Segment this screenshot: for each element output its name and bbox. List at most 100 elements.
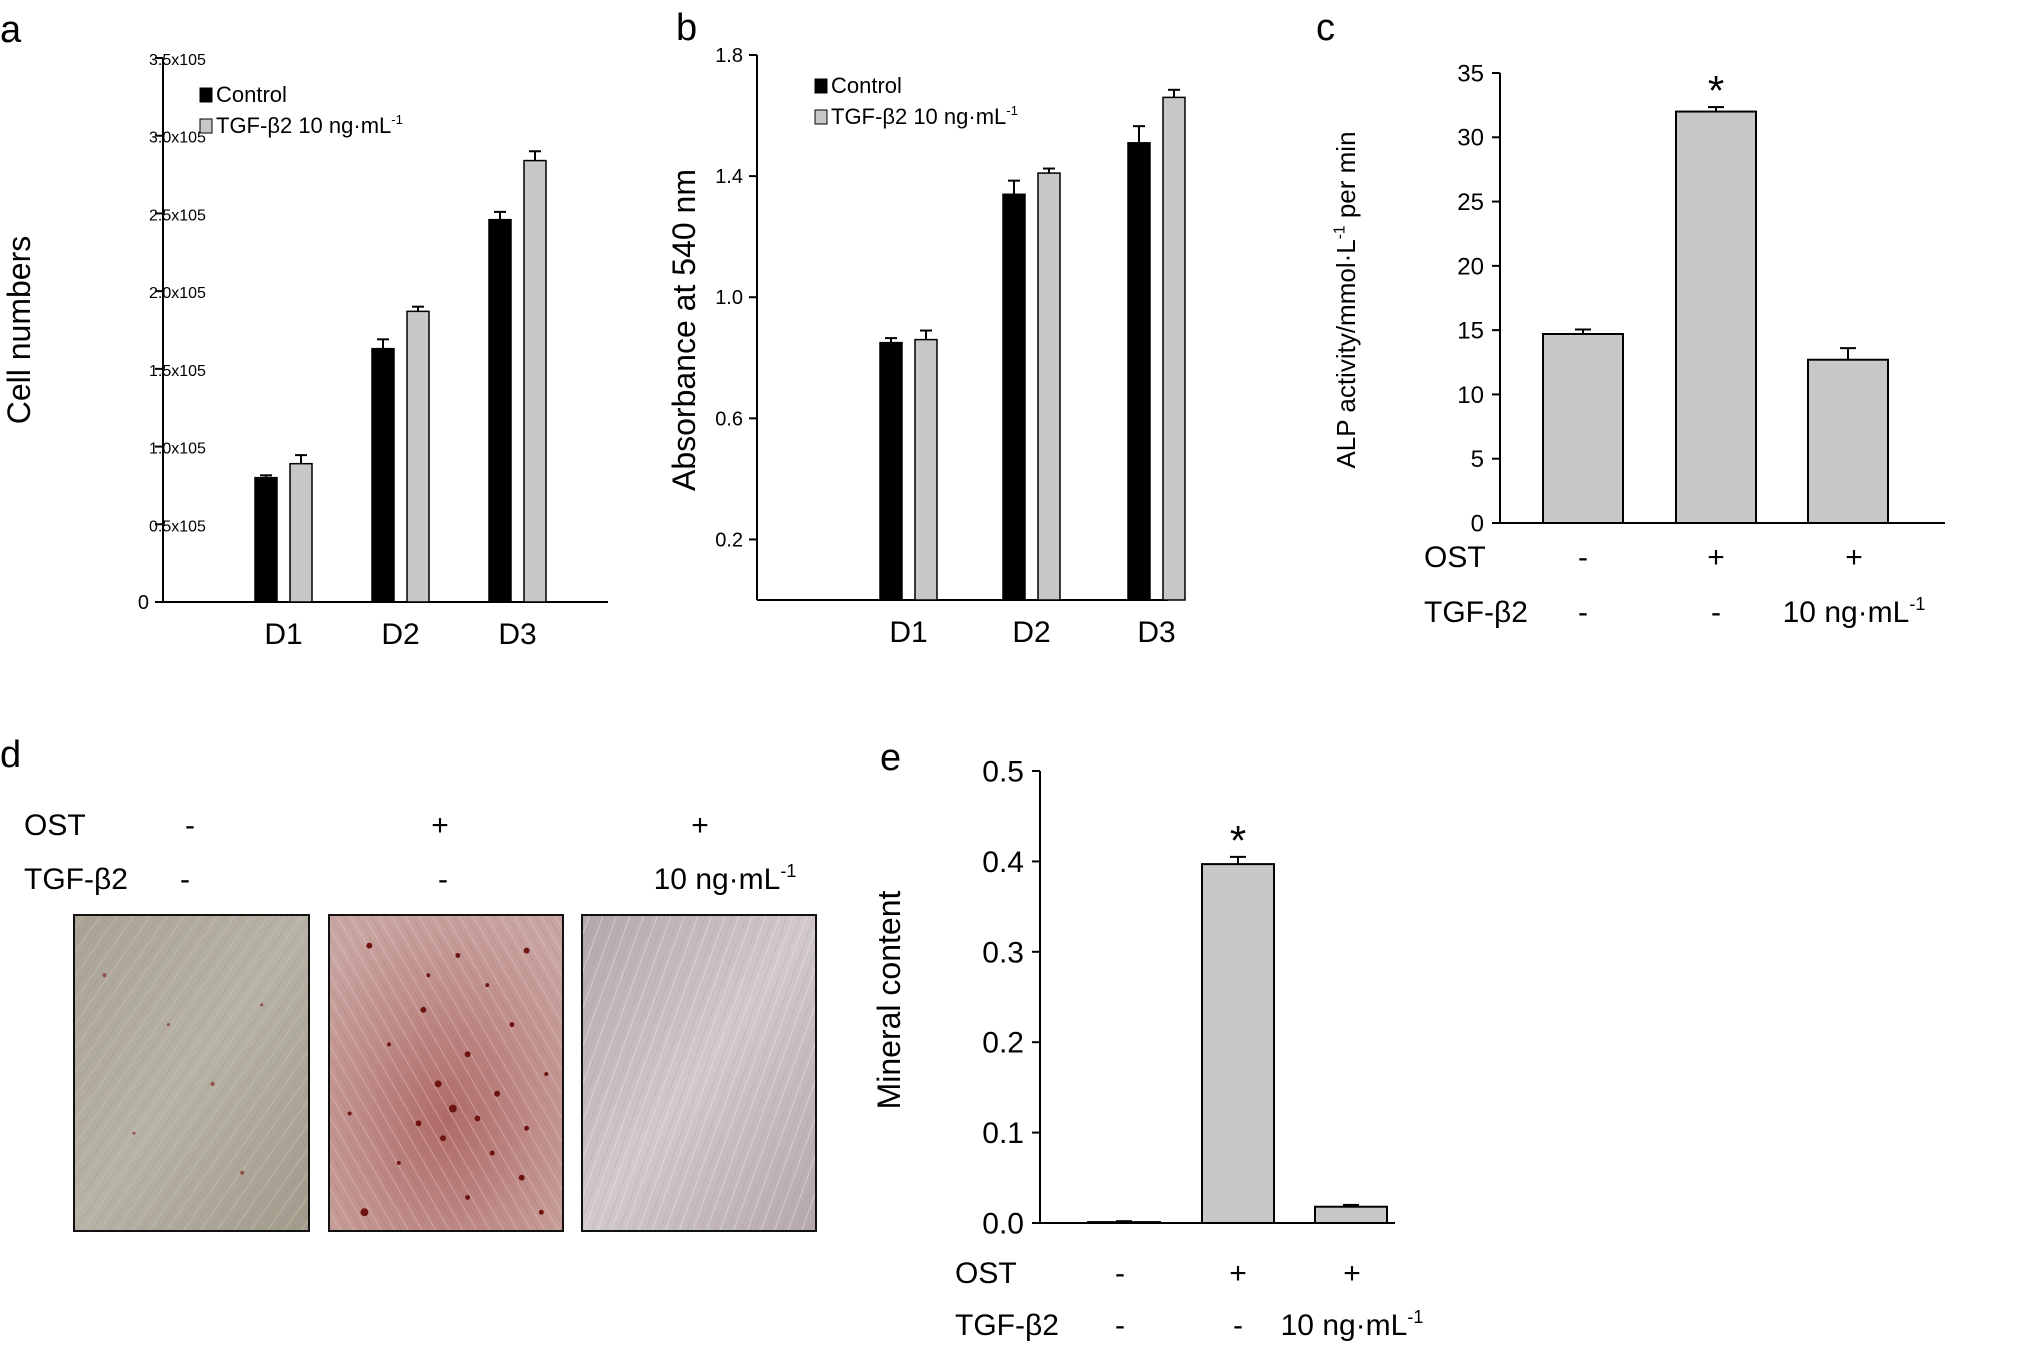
micrograph-control (73, 914, 310, 1232)
panel-a-ytick-label-0: 0 (138, 592, 149, 614)
panel-c-ytick-label-4: 20 (1457, 253, 1484, 280)
panel-b-legend-label-tgf-sup: -1 (1006, 103, 1018, 118)
panel-e-bar-1 (1087, 1221, 1161, 1224)
end-sup: 5 (197, 285, 206, 302)
panel-d-tgf-value-1: - (180, 863, 190, 896)
end-base: 0.5x10 (149, 518, 197, 535)
panel-a-legend-swatch-tgf (199, 118, 213, 134)
panel-b-xtick-label-d2: D2 (1012, 616, 1050, 649)
panel-c-bar-3 (1807, 358, 1889, 525)
panel-a-xtick-label-d1: D1 (264, 618, 302, 651)
panel-d-ost-value-1: - (185, 809, 195, 842)
end-sup: 5 (197, 130, 206, 147)
panel-e-ytick-label-3: 0.3 (982, 936, 1024, 969)
panel-b-ytick-label-0: 0.2 (715, 529, 743, 551)
panel-e-tgf-value-3-base: 10 ng·mL (1281, 1309, 1408, 1342)
panel-b-ylabel: Absorbance at 540 nm (666, 169, 702, 491)
panel-label-d: d (0, 734, 21, 776)
panel-e-ytick-label-0: 0.0 (982, 1208, 1024, 1241)
panel-c-ylabel-sup: -1 (1332, 225, 1349, 239)
panel-b-bar-tgf2-d2 (1037, 172, 1061, 601)
panel-e-ost-value-3: + (1343, 1257, 1361, 1290)
panel-b-ytick-label-1: 0.6 (715, 408, 743, 430)
panel-b-bar-control-d3 (1127, 142, 1151, 601)
panel-c-tgf-value-3: 10 ng·mL-1 (1783, 594, 1926, 629)
panel-b-bar-control-d1 (879, 341, 903, 601)
panel-b-legend-label-tgf-base: TGF-β2 10 ng·mL (831, 104, 1006, 129)
panel-a-legend-swatch-control (199, 87, 213, 103)
panel-b-legend-label-control: Control (831, 73, 902, 98)
panel-c-ytick-label-3: 15 (1457, 318, 1484, 345)
panel-label-b: b (676, 7, 697, 49)
micrograph-ost (328, 914, 564, 1232)
panel-b-xtick-label-d3: D3 (1137, 616, 1175, 649)
end: 3.5x105 (149, 52, 206, 69)
panel-c-tgf-value-2: - (1711, 596, 1721, 629)
panel-c-ylabel: ALP activity/mmol·L-1 per min (1331, 131, 1361, 468)
panel-a-ylabel: Cell numbers (1, 236, 37, 425)
panel-e-ost-value-2: + (1229, 1257, 1247, 1290)
panel-b-bar-tgf2-d3 (1162, 96, 1186, 601)
panel-c-ytick-label-0: 0 (1471, 510, 1484, 537)
panel-e-tgf-value-3-sup: -1 (1407, 1307, 1423, 1327)
panel-label-a: a (0, 9, 22, 51)
panel-a-xtick-label-d2: D2 (381, 618, 419, 651)
panel-c-ost-value-1: - (1578, 541, 1588, 574)
panel-e-bar-3 (1314, 1205, 1388, 1225)
micrograph-ost-tgf (581, 914, 817, 1232)
end-base: 1.5x10 (149, 363, 197, 380)
panel-a-bar-tgf2-d3 (523, 159, 547, 603)
panel-d-tgf-label: TGF-β2 (24, 863, 128, 896)
panel-a-legend-label-tgf-base: TGF-β2 10 ng·mL (216, 113, 391, 138)
panel-a-bar-tgf2-d1 (289, 462, 313, 603)
panel-e-ytick-label-5: 0.5 (982, 756, 1024, 789)
panel-a-legend-label-tgf-sup: -1 (391, 112, 403, 127)
panel-e-bar-2 (1201, 863, 1275, 1224)
end-sup: 5 (197, 518, 206, 535)
panel-a-bar-control-d1 (254, 476, 278, 603)
end-base: 1.0x10 (149, 441, 197, 458)
panel-a-bar-control-d3 (488, 218, 512, 603)
panel-d-tgf-value-3: 10 ng·mL-1 (654, 861, 797, 896)
end-base: 3.0x10 (149, 130, 197, 147)
end: 0.5x105 (149, 518, 206, 535)
panel-b-ytick-label-4: 1.8 (715, 45, 743, 67)
end: 3.0x105 (149, 130, 206, 147)
panel-b-ytick-label-3: 1.4 (715, 166, 743, 188)
panel-b-xtick-label-d1: D1 (889, 616, 927, 649)
end: 2.5x105 (149, 207, 206, 224)
end-sup: 5 (197, 52, 206, 69)
panel-e-ytick-label-1: 0.1 (982, 1117, 1024, 1150)
panel-b-bar-control-d2 (1002, 193, 1026, 601)
panel-b-legend-swatch-tgf (814, 109, 828, 125)
panel-d-tgf-value-2: - (438, 863, 448, 896)
panel-c-tgf-value-1: - (1578, 596, 1588, 629)
panel-a-legend-label-tgf: TGF-β2 10 ng·mL-1 (216, 112, 403, 138)
panel-label-e: e (880, 737, 901, 779)
end-sup: 5 (197, 363, 206, 380)
panel-e-ylabel: Mineral content (871, 891, 907, 1110)
panel-e-ost-label: OST (955, 1257, 1017, 1290)
panel-b-legend-label-tgf: TGF-β2 10 ng·mL-1 (831, 103, 1018, 129)
panel-e-significance-2: * (1230, 817, 1246, 864)
end: 2.0x105 (149, 285, 206, 302)
end: 1.5x105 (149, 363, 206, 380)
panel-d-ost-value-2: + (431, 809, 449, 842)
panel-e-ost-value-1: - (1115, 1257, 1125, 1290)
panel-d-tgf-value-3-base: 10 ng·mL (654, 863, 781, 896)
panel-c-tgf-label: TGF-β2 (1424, 596, 1528, 629)
panel-c-ytick-label-5: 25 (1457, 189, 1484, 216)
panel-c-significance-2: * (1708, 67, 1724, 114)
panel-e-tgf-label: TGF-β2 (955, 1309, 1059, 1342)
panel-a-xtick-label-d3: D3 (498, 618, 536, 651)
end-sup: 5 (197, 441, 206, 458)
panel-a-legend-label-control: Control (216, 82, 287, 107)
end-base: 3.5x10 (149, 52, 197, 69)
panel-label-c: c (1316, 7, 1335, 49)
panel-c-ytick-label-1: 5 (1471, 446, 1484, 473)
panel-c-ost-value-3: + (1845, 541, 1863, 574)
panel-d-ost-label: OST (24, 809, 86, 842)
panel-e-tgf-value-2: - (1233, 1309, 1243, 1342)
